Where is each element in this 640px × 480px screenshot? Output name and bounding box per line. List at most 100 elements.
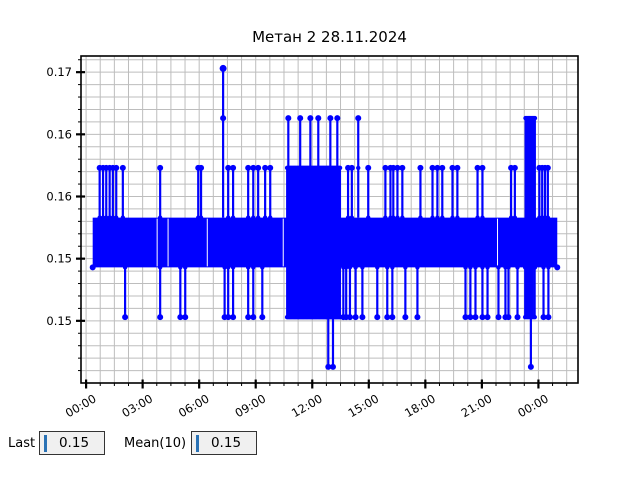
- data-marker: [325, 363, 332, 370]
- data-marker: [512, 215, 518, 220]
- data-marker: [545, 314, 552, 321]
- data-marker: [245, 265, 251, 270]
- data-marker: [157, 215, 163, 220]
- mean-value-field[interactable]: 0.15: [191, 431, 257, 455]
- data-marker: [329, 363, 336, 370]
- data-marker: [463, 265, 468, 270]
- data-marker: [532, 115, 538, 121]
- x-tick-label: 15:00: [346, 391, 382, 420]
- data-marker: [107, 215, 112, 220]
- data-marker: [435, 215, 440, 220]
- data-marker: [467, 314, 474, 321]
- x-tick-label: 00:00: [515, 391, 551, 420]
- text-cursor-icon: [196, 435, 199, 452]
- data-marker: [259, 314, 266, 321]
- data-marker: [400, 215, 405, 220]
- data-marker: [474, 164, 481, 171]
- data-marker: [119, 164, 126, 171]
- plot-border: [80, 55, 579, 384]
- data-marker: [198, 164, 205, 171]
- data-marker: [455, 215, 460, 220]
- data-marker: [439, 164, 446, 171]
- data-marker: [230, 265, 236, 270]
- data-marker: [334, 115, 341, 122]
- data-marker: [316, 165, 321, 171]
- data-marker: [245, 314, 252, 321]
- data-marker: [390, 164, 397, 171]
- data-marker: [348, 164, 355, 171]
- data-marker: [403, 265, 408, 270]
- data-marker: [430, 215, 435, 220]
- data-marker: [454, 164, 461, 171]
- data-band: [92, 217, 558, 268]
- data-marker: [268, 215, 273, 220]
- data-marker: [541, 265, 546, 270]
- data-marker: [157, 265, 163, 270]
- data-marker: [418, 215, 423, 220]
- data-marker: [222, 265, 227, 270]
- y-tick-label: 0.16: [46, 127, 72, 141]
- data-marker: [495, 314, 502, 321]
- data-marker: [480, 215, 485, 220]
- data-marker: [480, 265, 485, 270]
- data-marker: [220, 115, 227, 122]
- data-marker: [225, 265, 231, 270]
- data-marker: [286, 165, 291, 171]
- data-marker: [479, 164, 486, 171]
- data-marker: [449, 164, 456, 171]
- data-marker: [349, 215, 355, 220]
- data-marker: [473, 265, 478, 270]
- data-marker: [479, 314, 486, 321]
- data-marker: [89, 264, 96, 271]
- data-marker: [267, 164, 274, 171]
- data-marker: [315, 115, 322, 122]
- data-marker: [414, 314, 421, 321]
- x-tick-label: 21:00: [459, 391, 495, 420]
- data-marker: [429, 164, 436, 171]
- data-marker: [511, 164, 518, 171]
- data-band-dense: [528, 118, 532, 268]
- data-marker: [375, 265, 380, 270]
- data-marker: [157, 164, 164, 171]
- data-marker: [450, 215, 455, 220]
- data-marker: [366, 215, 371, 220]
- data-marker: [440, 215, 445, 220]
- x-tick-label: 00:00: [63, 391, 99, 420]
- data-marker: [527, 363, 534, 370]
- data-marker: [515, 265, 520, 270]
- data-marker: [399, 164, 406, 171]
- data-marker: [540, 314, 547, 321]
- data-marker: [225, 314, 232, 321]
- data-marker: [505, 314, 512, 321]
- x-tick-label: 09:00: [232, 391, 268, 420]
- x-tick-label: 03:00: [119, 391, 155, 420]
- data-marker: [110, 215, 116, 220]
- data-marker: [251, 215, 256, 220]
- last-value-field[interactable]: 0.15: [39, 431, 105, 455]
- data-marker: [496, 265, 501, 270]
- data-marker: [546, 265, 551, 270]
- data-marker: [198, 215, 204, 220]
- data-marker: [122, 314, 129, 321]
- data-marker: [219, 64, 227, 72]
- data-marker: [383, 215, 388, 220]
- data-marker: [327, 115, 334, 122]
- data-marker: [485, 265, 490, 270]
- data-marker: [97, 215, 102, 220]
- data-marker: [330, 314, 336, 320]
- data-marker: [100, 215, 106, 220]
- data-marker: [245, 215, 251, 220]
- data-marker: [359, 314, 366, 321]
- data-marker: [389, 314, 396, 321]
- data-marker: [347, 265, 353, 270]
- data-marker: [230, 215, 236, 220]
- data-marker: [395, 215, 400, 220]
- data-marker: [297, 165, 303, 171]
- data-marker: [262, 215, 268, 220]
- data-marker: [335, 165, 340, 171]
- data-marker: [353, 265, 358, 270]
- data-marker: [356, 165, 361, 171]
- data-marker: [225, 215, 231, 220]
- data-marker: [545, 215, 551, 220]
